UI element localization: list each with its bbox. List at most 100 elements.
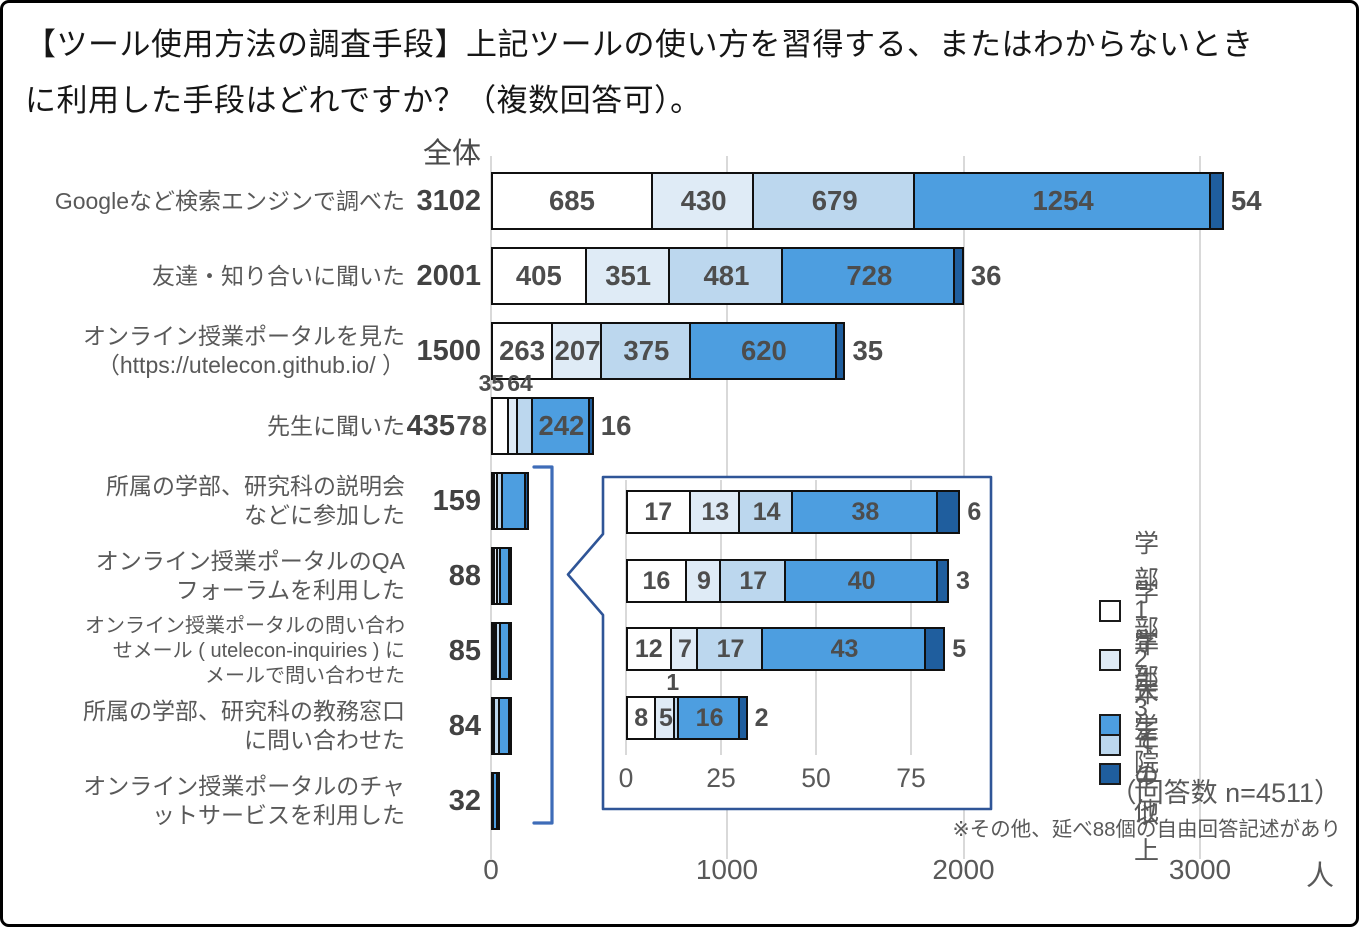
segment-label-outside: 16 bbox=[600, 410, 632, 441]
bar-segment bbox=[671, 627, 699, 671]
gridline bbox=[1199, 156, 1201, 859]
bar-segment bbox=[686, 559, 721, 603]
segment-label-outside: 78 bbox=[456, 410, 487, 441]
category-label: 所属の学部、研究科の教務窓口 に問い合わせた bbox=[83, 698, 405, 753]
bar-segment bbox=[1211, 172, 1224, 230]
bar-row: 16 9 17 40 3 bbox=[626, 559, 970, 603]
axis-tick-label: 2000 bbox=[932, 854, 995, 885]
category-label: オンライン授業ポータルを見た （https://utelecon.github.… bbox=[83, 323, 405, 378]
row-total: 85 bbox=[448, 634, 481, 667]
row-total: 159 bbox=[432, 484, 481, 517]
segment-label: 17 bbox=[739, 566, 768, 595]
bar-segment bbox=[532, 397, 590, 455]
segment-label-outside: 36 bbox=[970, 260, 1002, 291]
gridline bbox=[625, 480, 627, 755]
bar-row bbox=[491, 697, 512, 755]
bar-row: 685 430 679 1254 54 bbox=[491, 172, 1262, 230]
bar-segment bbox=[525, 472, 529, 530]
bar-segment bbox=[837, 322, 846, 380]
bar-row bbox=[491, 547, 513, 605]
bar-segment bbox=[690, 322, 838, 380]
bar-segment bbox=[498, 472, 504, 530]
legend-label: 学部3年生以上 bbox=[1134, 628, 1160, 865]
bar-segment bbox=[491, 547, 496, 605]
bar-segment bbox=[652, 172, 755, 230]
bar-row: 405 351 481 728 36 bbox=[491, 247, 1001, 305]
segment-label: 5 bbox=[658, 703, 673, 732]
row-total: 435 bbox=[406, 409, 455, 442]
segment-label: 12 bbox=[634, 634, 663, 663]
legend-label: 学部1年生 bbox=[1134, 530, 1160, 695]
bar-segment bbox=[495, 697, 500, 755]
segment-labels-above: 1 bbox=[3, 669, 679, 696]
bar-segment bbox=[491, 472, 496, 530]
bar-segment bbox=[721, 559, 786, 603]
bar-segment bbox=[679, 696, 740, 740]
bar-row: 263 207 375 620 35 bbox=[491, 322, 883, 380]
bar-segment bbox=[937, 559, 949, 603]
segment-label-outside: 3 bbox=[956, 566, 970, 595]
bar-row: 17 13 14 38 6 bbox=[626, 490, 981, 534]
segment-label: 14 bbox=[752, 497, 781, 526]
bar-segment bbox=[503, 472, 526, 530]
category-label: Googleなど検索エンジンで調べた bbox=[54, 187, 405, 214]
segment-label-above: 35 bbox=[478, 370, 505, 396]
bar-segment bbox=[762, 627, 927, 671]
bar-row bbox=[491, 472, 529, 530]
legend-swatch-icon bbox=[1099, 648, 1121, 671]
bar-segment bbox=[553, 322, 603, 380]
segment-label: 263 bbox=[499, 335, 546, 366]
legend-swatch-icon bbox=[1099, 763, 1121, 785]
bar-segment bbox=[491, 172, 653, 230]
segment-label-above: 1 bbox=[666, 669, 680, 695]
row-total: 2001 bbox=[416, 259, 481, 292]
segment-label: 40 bbox=[847, 566, 876, 595]
axis-tick-label: 75 bbox=[896, 763, 926, 793]
bar-segment bbox=[690, 490, 740, 534]
bar-segment bbox=[510, 622, 513, 680]
bar-segment bbox=[926, 627, 946, 671]
bar-row: 242 16 bbox=[491, 397, 631, 455]
bar-segment bbox=[495, 472, 499, 530]
bar-segment bbox=[626, 696, 657, 740]
segment-label-outside: 6 bbox=[967, 497, 982, 526]
bar-segment bbox=[937, 490, 961, 534]
bar-segment bbox=[510, 547, 513, 605]
magnification-bracket bbox=[532, 465, 554, 825]
legend-label: 学部2年生 bbox=[1134, 579, 1160, 744]
bar-segment bbox=[492, 772, 495, 830]
row-total: 32 bbox=[448, 784, 481, 817]
row-total: 3102 bbox=[416, 184, 481, 217]
segment-label: 16 bbox=[695, 703, 724, 732]
segment-label: 7 bbox=[677, 634, 692, 663]
segment-label-outside: 5 bbox=[952, 634, 967, 663]
segment-label: 481 bbox=[703, 260, 750, 291]
chart-title: 【ツール使用方法の調査手段】上記ツールの使い方を習得する、またはわからないとき … bbox=[25, 27, 1254, 119]
category-label: オンライン授業ポータルのチャ ットサービスを利用した bbox=[83, 773, 405, 828]
bar-segment bbox=[495, 547, 499, 605]
bar-segment bbox=[494, 622, 497, 680]
segment-label: 9 bbox=[696, 566, 711, 595]
bar-segment bbox=[509, 397, 518, 455]
legend-item: 学部3年生以上 bbox=[1099, 622, 1159, 867]
bar-segment bbox=[626, 627, 672, 671]
segment-label: 13 bbox=[701, 497, 730, 526]
bar-segment bbox=[586, 247, 670, 305]
segment-label: 207 bbox=[554, 335, 601, 366]
segment-label: 1254 bbox=[1032, 185, 1094, 216]
segment-label: 43 bbox=[830, 634, 859, 663]
segment-label: 242 bbox=[538, 410, 585, 441]
segment-label: 351 bbox=[605, 260, 652, 291]
bar-segment bbox=[509, 697, 512, 755]
segment-label: 375 bbox=[623, 335, 670, 366]
row-total: 1500 bbox=[416, 334, 481, 367]
bar-segment bbox=[626, 490, 691, 534]
row-total: 84 bbox=[448, 709, 481, 742]
segment-label: 679 bbox=[811, 185, 858, 216]
category-label: 先生に聞いた bbox=[267, 412, 405, 439]
bar-segment bbox=[669, 247, 784, 305]
segment-labels-above: 35 64 bbox=[3, 370, 533, 397]
bar-segment bbox=[491, 397, 510, 455]
bar-segment bbox=[500, 622, 511, 680]
